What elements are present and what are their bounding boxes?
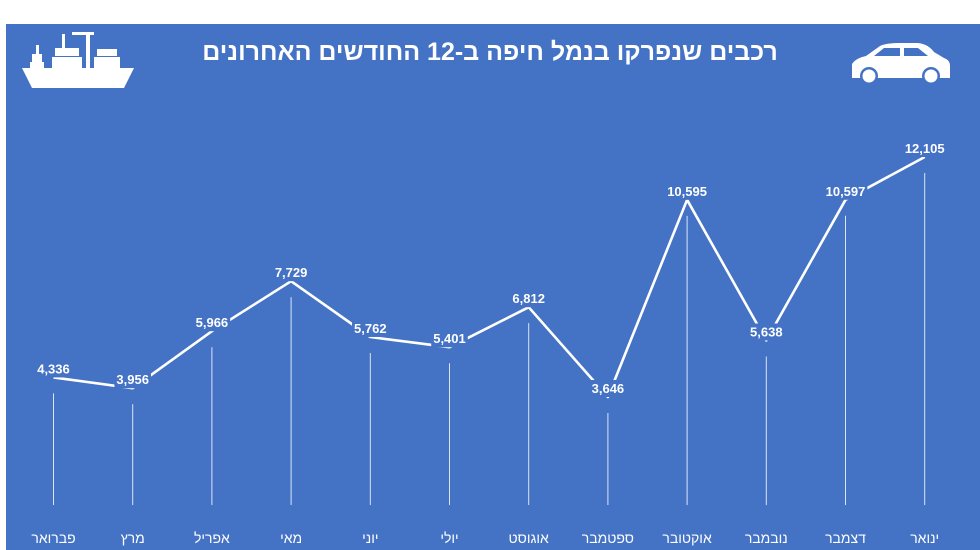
x-tick-label: אפריל: [194, 530, 230, 546]
x-tick-label: אוקטובר: [662, 530, 712, 546]
data-label-background: [431, 330, 468, 348]
x-tick-label: אוגוסט: [509, 530, 550, 546]
data-label-background: [193, 314, 231, 332]
x-tick-label: מרץ: [121, 530, 145, 546]
data-label-background: [902, 140, 947, 157]
x-tick-label: דצמבר: [825, 530, 866, 546]
x-tick-label: ינואר: [910, 530, 939, 546]
chart-background: [6, 24, 980, 550]
x-tick-label: פברואר: [31, 530, 75, 546]
data-label: 5,638: [750, 324, 783, 339]
x-tick-label: נובמבר: [745, 530, 788, 546]
x-tick-label: יולי: [440, 530, 458, 546]
cargo-ship-icon: [22, 32, 134, 88]
chart-title: רכבים שנפרקו בנמל חיפה ב-12 החודשים האחר…: [202, 38, 778, 66]
data-label: 5,762: [354, 321, 387, 336]
data-label-background: [352, 319, 389, 337]
data-label: 6,812: [512, 291, 545, 306]
x-tick-label: ספטמבר: [582, 530, 634, 546]
data-label-background: [665, 182, 709, 200]
car-icon: [852, 43, 950, 85]
data-label: 10,597: [826, 184, 866, 199]
data-label: 7,729: [275, 265, 308, 280]
x-tick-label: מאי: [280, 530, 302, 546]
data-label: 3,646: [592, 381, 625, 396]
data-label-background: [510, 290, 547, 308]
data-label-background: [823, 182, 868, 200]
data-label-background: [35, 360, 72, 378]
data-label: 5,966: [196, 315, 229, 330]
data-label: 10,595: [667, 184, 707, 199]
data-label: 5,401: [433, 331, 466, 346]
data-label: 4,336: [37, 361, 70, 376]
data-label-background: [589, 380, 627, 397]
data-label-background: [114, 371, 151, 389]
data-label: 12,105: [905, 141, 945, 156]
data-label-background: [272, 264, 310, 282]
x-tick-label: יוני: [362, 530, 378, 546]
data-label: 3,956: [116, 372, 149, 387]
data-label-background: [748, 323, 785, 341]
series-line: [53, 155, 926, 399]
